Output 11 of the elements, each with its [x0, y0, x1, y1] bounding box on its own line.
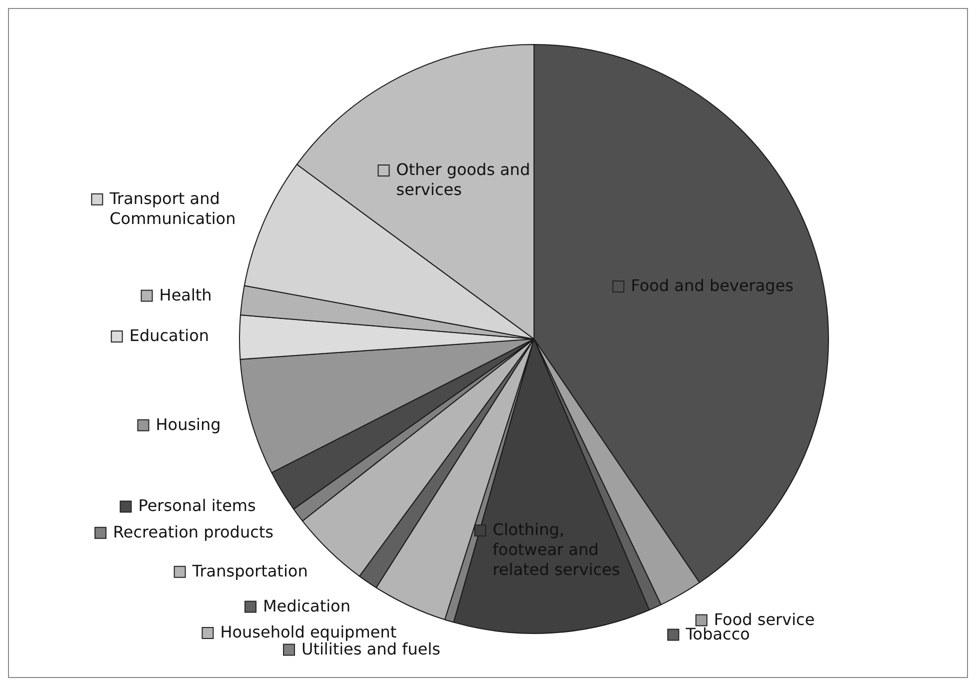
- legend-label: Other goods and services: [396, 160, 530, 200]
- legend-label: Health: [159, 285, 212, 304]
- legend-label: Housing: [156, 414, 221, 434]
- legend-label: Recreation products: [112, 522, 274, 542]
- legend-label: Transportation: [191, 562, 308, 581]
- legend-label: Personal items: [138, 496, 256, 516]
- legend-label: Education: [129, 326, 210, 346]
- legend-label: Household equipment: [220, 622, 397, 642]
- legend-label: Transport and Communication: [108, 189, 236, 228]
- legend-label: Food and beverages: [630, 276, 794, 296]
- legend-label: Medication: [262, 596, 350, 616]
